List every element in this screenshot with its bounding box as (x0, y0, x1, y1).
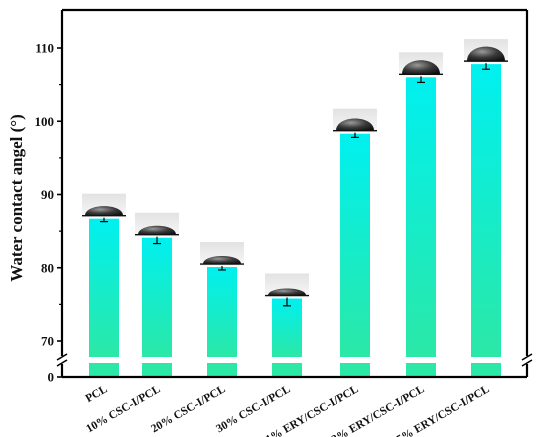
droplet-photo-2 (135, 212, 179, 237)
bar-base-2 (142, 363, 172, 377)
y-axis-break-mark (56, 353, 68, 367)
y-tick-label-0: 0 (48, 370, 55, 385)
droplet-photo-7 (464, 39, 508, 64)
bar-7 (471, 64, 501, 358)
bar-2 (142, 237, 172, 357)
droplet-photo-3 (200, 242, 244, 267)
bar-base-4 (272, 363, 302, 377)
bars-layer (89, 64, 501, 377)
y-tick-label-90: 90 (41, 187, 54, 202)
y-tick-label-100: 100 (35, 114, 55, 129)
bar-3 (207, 267, 237, 357)
bar-5 (340, 133, 370, 357)
bar-base-6 (406, 363, 436, 377)
droplet-photos-layer (82, 39, 508, 298)
y-axis-label: Water contact angel (°) (7, 114, 26, 281)
right-axis-break-mark (521, 353, 533, 367)
ticks-layer: 0 70 80 90 100 110 (35, 41, 62, 385)
droplet-photo-5 (333, 108, 377, 133)
bar-6 (406, 77, 436, 358)
y-tick-label-80: 80 (41, 260, 54, 275)
category-label-1: PCL (84, 383, 110, 405)
bar-base-5 (340, 363, 370, 377)
y-tick-label-110: 110 (35, 41, 54, 56)
y-tick-label-70: 70 (41, 334, 54, 349)
axes-layer (56, 8, 533, 379)
axis-break-gap (64, 357, 525, 363)
droplet-photo-1 (82, 193, 126, 218)
bar-base-1 (89, 363, 119, 377)
droplet-photo-4 (265, 273, 309, 298)
droplet-photo-6 (399, 52, 443, 77)
bar-1 (89, 218, 119, 357)
bar-base-7 (471, 363, 501, 377)
bar-base-3 (207, 363, 237, 377)
bar-4 (272, 298, 302, 357)
